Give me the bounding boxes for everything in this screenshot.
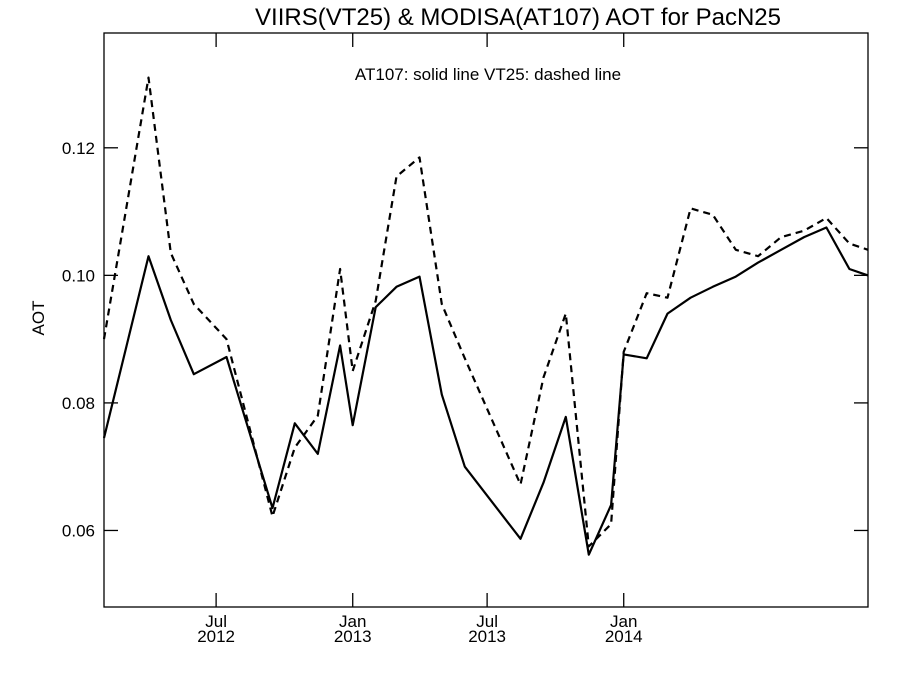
y-tick-label: 0.12 <box>62 139 95 158</box>
axis-ticks: 0.060.080.100.12Jul2012Jan2013Jul2013Jan… <box>62 33 868 646</box>
series-at107-line <box>102 226 869 556</box>
x-tick-year-label: 2012 <box>197 627 235 646</box>
y-axis-label: AOT <box>29 301 48 336</box>
series-layer <box>102 76 869 556</box>
x-tick-month-label: Jan <box>610 612 637 631</box>
plot-frame <box>103 32 869 608</box>
y-tick-label: 0.06 <box>62 521 95 540</box>
chart-title: VIIRS(VT25) & MODISA(AT107) AOT for PacN… <box>255 4 781 31</box>
x-tick-month-label: Jul <box>476 612 498 631</box>
y-tick-label: 0.10 <box>62 266 95 285</box>
x-tick-month-label: Jan <box>339 612 366 631</box>
series-vt25-line <box>102 76 869 548</box>
x-tick-month-label: Jul <box>205 612 227 631</box>
y-tick-label: 0.08 <box>62 394 95 413</box>
x-tick-year-label: 2013 <box>334 627 372 646</box>
x-tick-year-label: 2014 <box>605 627 643 646</box>
legend-annotation: AT107: solid line VT25: dashed line <box>355 65 621 84</box>
x-tick-year-label: 2013 <box>468 627 506 646</box>
